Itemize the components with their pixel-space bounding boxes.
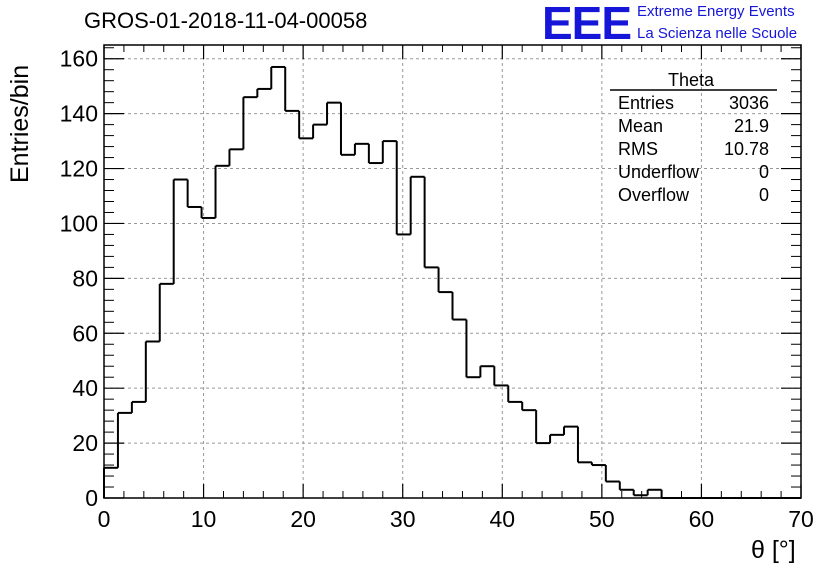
- logo-line-1: Extreme Energy Events: [637, 3, 795, 20]
- x-tick-label: 30: [390, 506, 416, 532]
- x-axis-label: θ [°]: [751, 536, 796, 564]
- stats-title: Theta: [668, 70, 715, 90]
- y-tick-label: 40: [72, 375, 98, 401]
- tick-labels: 0 10 20 30 40 50 60 70 0 20 40 60 80 100 120 140 160: [60, 46, 814, 532]
- y-tick-label: 160: [60, 46, 98, 72]
- axis-ticks: [103, 45, 802, 499]
- x-tick-label: 60: [689, 506, 715, 532]
- stats-entries-value: 3036: [728, 93, 769, 113]
- x-tick-label: 10: [191, 506, 217, 532]
- grid-lines: [104, 45, 801, 498]
- stats-overflow-value: 0: [758, 185, 769, 205]
- x-tick-label: 0: [98, 506, 111, 532]
- stats-entries-label: Entries: [618, 93, 675, 113]
- stats-rms-label: RMS: [618, 139, 658, 159]
- x-tick-label: 70: [788, 506, 814, 532]
- x-tick-label: 50: [589, 506, 615, 532]
- y-tick-label: 120: [60, 156, 98, 182]
- x-tick-label: 40: [489, 506, 515, 532]
- stats-overflow-label: Overflow: [618, 185, 690, 205]
- histogram-title: GROS-01-2018-11-04-00058: [84, 8, 368, 33]
- stats-mean-label: Mean: [618, 116, 664, 136]
- y-tick-label: 100: [60, 210, 98, 236]
- y-tick-label: 0: [85, 485, 98, 511]
- stats-underflow-label: Underflow: [618, 162, 700, 182]
- logo-line-2: La Scienza nelle Scuole: [637, 25, 798, 42]
- stats-mean-value: 21.9: [733, 116, 769, 136]
- plot-frame: [103, 44, 802, 499]
- y-tick-label: 80: [72, 265, 98, 291]
- y-axis-label: Entries/bin: [6, 64, 34, 183]
- y-tick-label: 20: [72, 430, 98, 456]
- y-tick-label: 140: [60, 101, 98, 127]
- x-tick-label: 20: [290, 506, 316, 532]
- stats-underflow-value: 0: [758, 162, 769, 182]
- stats-rms-value: 10.78: [723, 139, 769, 159]
- y-tick-label: 60: [72, 320, 98, 346]
- histogram-bins: [103, 65, 801, 499]
- eee-logo: EEE: [542, 0, 632, 49]
